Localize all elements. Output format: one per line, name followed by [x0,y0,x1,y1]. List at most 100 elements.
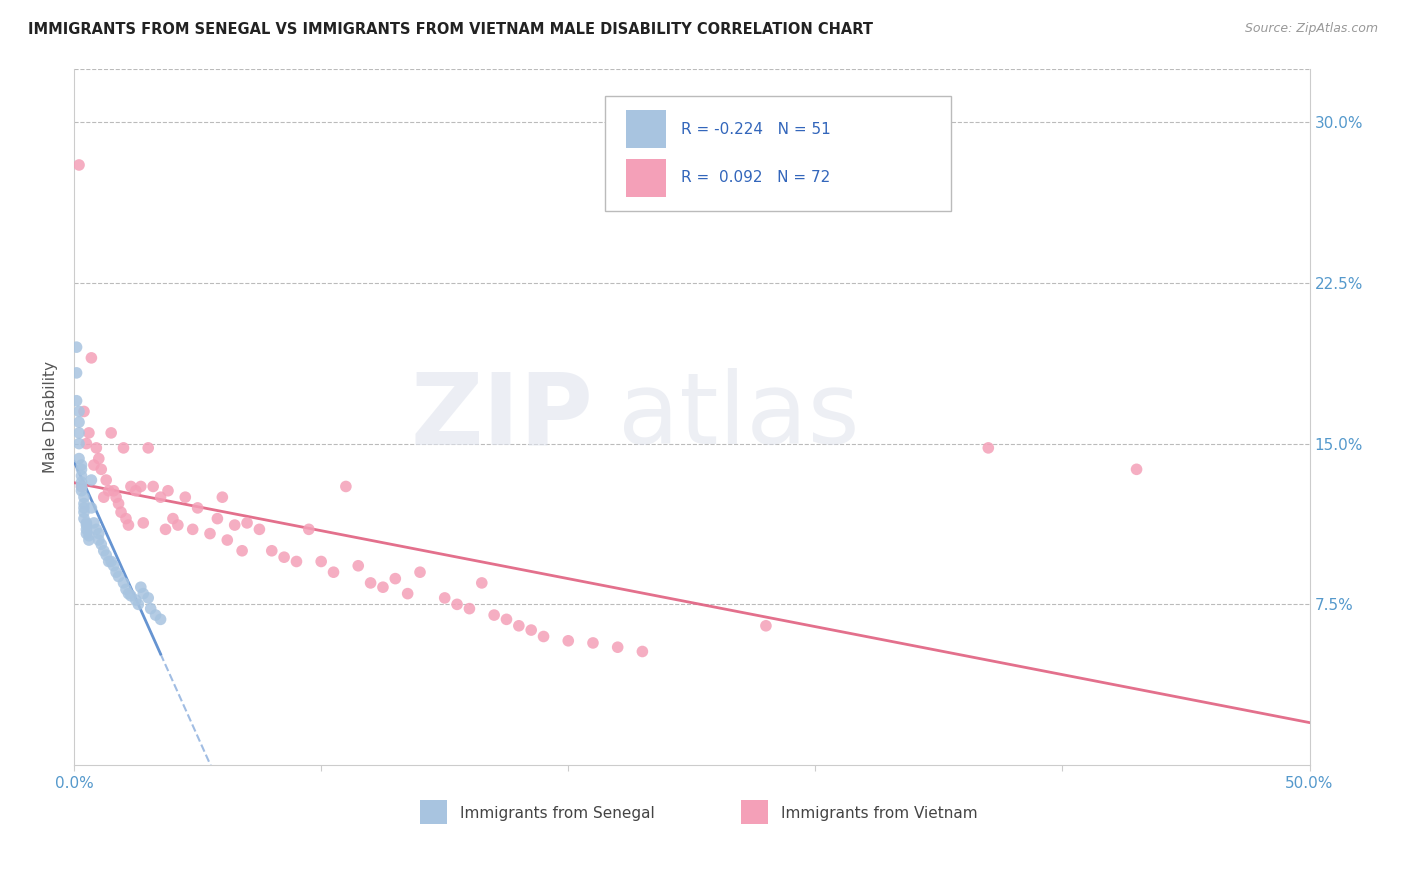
Point [83,458,105,472]
Text: ZIP: ZIP [411,368,593,466]
Point [80,500,103,515]
Point [90,462,112,476]
Point [409,565,432,579]
Point [482,608,505,623]
Point [149,490,172,504]
Point [70,479,93,493]
Point [112,441,135,455]
Point [67,451,90,466]
Point [156,483,179,498]
Point [120,479,142,493]
Point [67,404,90,418]
Point [471,575,494,590]
Point [132,516,155,530]
Point [582,636,605,650]
Point [977,441,1000,455]
Point [107,497,129,511]
Point [231,543,253,558]
Point [86,441,108,455]
Point [557,633,579,648]
Point [65,366,87,380]
Point [142,479,165,493]
Point [75,518,97,533]
Point [96,473,118,487]
Point [155,522,177,536]
Point [631,644,654,658]
Point [97,554,120,568]
Point [127,598,149,612]
Point [86,522,108,536]
Point [87,451,110,466]
Point [73,497,96,511]
Point [533,630,555,644]
Point [115,582,138,597]
Point [77,425,100,440]
Point [107,569,129,583]
Point [70,483,93,498]
Point [224,518,246,533]
Text: R =  0.092   N = 72: R = 0.092 N = 72 [681,170,830,186]
Text: Immigrants from Senegal: Immigrants from Senegal [460,806,654,822]
Point [371,580,394,594]
Point [396,587,419,601]
Point [112,575,135,590]
Point [129,580,152,594]
Point [73,490,96,504]
Point [77,529,100,543]
Point [520,623,543,637]
Bar [626,110,666,148]
Point [65,393,87,408]
Point [117,587,139,601]
Point [495,612,517,626]
Point [125,593,148,607]
Point [80,351,103,365]
Point [75,436,97,450]
Point [335,479,357,493]
Point [298,522,321,536]
Point [149,612,172,626]
Point [75,516,97,530]
Point [73,404,96,418]
Bar [626,159,666,197]
Point [384,572,406,586]
Point [115,511,138,525]
Point [93,543,115,558]
Point [508,619,530,633]
Point [129,479,152,493]
Point [97,483,120,498]
Point [181,522,204,536]
Point [145,608,167,623]
Point [125,483,148,498]
Point [136,441,159,455]
Text: Immigrants from Vietnam: Immigrants from Vietnam [780,806,977,822]
Point [139,601,162,615]
Point [73,505,96,519]
Point [90,537,112,551]
Point [83,516,105,530]
Point [75,526,97,541]
Point [162,511,184,525]
Y-axis label: Male Disability: Male Disability [44,360,58,473]
Point [217,533,239,547]
Point [433,591,456,605]
Bar [741,800,769,824]
Point [236,516,259,530]
Point [117,518,139,533]
Point [87,526,110,541]
Point [67,158,90,172]
Point [167,518,190,533]
Point [96,548,118,562]
Point [77,533,100,547]
FancyBboxPatch shape [606,96,952,211]
Point [458,601,481,615]
Text: atlas: atlas [617,368,859,466]
Point [132,587,155,601]
Point [360,575,382,590]
Point [80,473,103,487]
Text: R = -0.224   N = 51: R = -0.224 N = 51 [681,122,831,136]
Point [103,558,125,573]
Point [70,462,93,476]
Point [446,598,468,612]
Point [105,490,128,504]
Point [75,522,97,536]
